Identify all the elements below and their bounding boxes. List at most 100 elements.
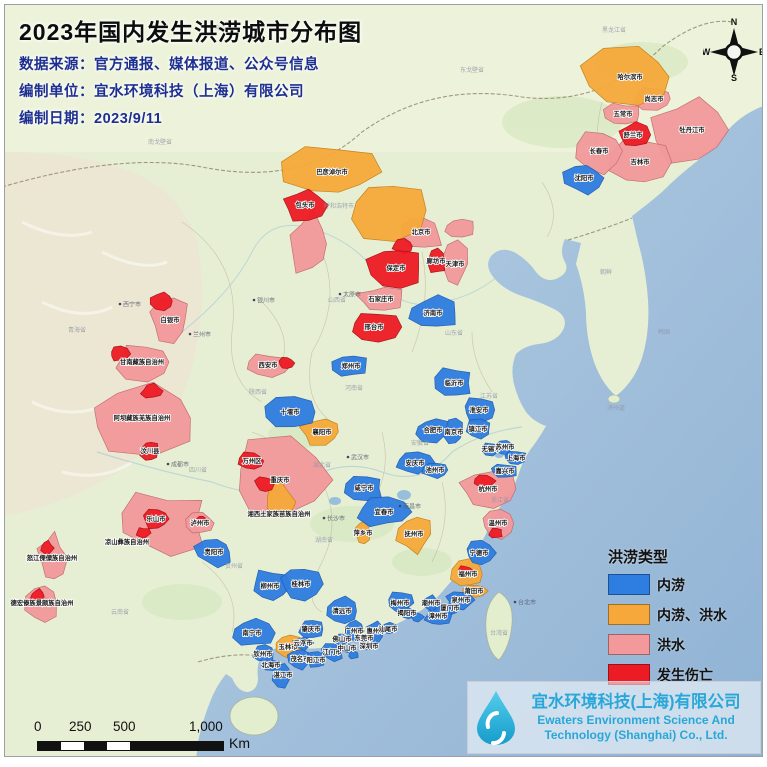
flood-region-深圳市 xyxy=(363,641,376,651)
flood-region-阿坝红 xyxy=(139,382,164,399)
legend-label-nh: 内涝、洪水 xyxy=(657,606,727,623)
flood-region-湛江市 xyxy=(271,662,293,689)
legend-label-sw: 发生伤亡 xyxy=(657,666,713,683)
flood-region-label: 潮州市 xyxy=(422,598,442,607)
flood-region-label: 临沂市 xyxy=(445,378,465,387)
scale-bar: 0 250 500 1,000 Km xyxy=(23,719,273,756)
flood-region-label: 镇江市 xyxy=(469,424,489,433)
flood-region-label: 五常市 xyxy=(614,109,634,118)
flood-region-label: 凉山彝族自治州 xyxy=(105,537,149,546)
flood-region-德宏红 xyxy=(29,588,45,603)
flood-region-温州红 xyxy=(488,528,503,539)
flood-region-镇江市 xyxy=(465,418,491,440)
flood-region-label: 厦门市 xyxy=(440,603,461,612)
flood-region-label: 泸州市 xyxy=(191,518,211,527)
compass-rose: N S W E xyxy=(703,17,762,83)
flood-region-label: 玉林市 xyxy=(279,642,299,651)
flood-region-label: 乐山市 xyxy=(147,514,167,523)
legend-item-hs: 洪水 xyxy=(608,634,727,655)
basemap-label: 济州道 xyxy=(607,404,625,412)
scale-tick-0: 0 xyxy=(34,719,42,734)
flood-region-清远市 xyxy=(326,595,357,625)
compile-unit-line: 编制单位：宜水环境科技（上海）有限公司 xyxy=(19,84,304,100)
flood-region-揭阳市 xyxy=(399,605,414,619)
flood-region-廊坊市 xyxy=(427,247,446,273)
legend-label-hs: 洪水 xyxy=(657,636,685,653)
basemap-label: 陕西省 xyxy=(249,388,267,396)
flood-region-label: 南京市 xyxy=(445,427,465,436)
basemap-label: 浙江省 xyxy=(491,496,509,504)
flood-region-南京市 xyxy=(443,417,463,445)
basemap-label: 四川省 xyxy=(189,466,207,474)
flood-region-南宁市 xyxy=(232,617,276,646)
scale-bar-segment xyxy=(130,742,223,750)
flood-region-重庆市 xyxy=(239,435,334,516)
flood-region-哈尔滨市 xyxy=(579,45,670,106)
compass-n: N xyxy=(731,17,738,27)
flood-region-呼和浩特市 xyxy=(351,185,427,242)
flood-region-阳江市 xyxy=(304,651,325,668)
flood-region-淮安市 xyxy=(464,397,496,423)
flood-region-巴彦淖尔市 xyxy=(281,146,383,193)
flood-region-label: 甘南藏族自治州 xyxy=(120,357,164,366)
city-point-label: 银川市 xyxy=(257,297,275,305)
city-point xyxy=(252,298,256,302)
flood-region-label: 长春市 xyxy=(590,146,610,155)
city-point xyxy=(338,292,342,296)
city-point-label: 台北市 xyxy=(518,599,536,607)
flood-region-label: 池州市 xyxy=(426,465,446,474)
flood-region-鄂尔多斯市 xyxy=(289,209,327,274)
flood-region-甘南红 xyxy=(111,345,132,362)
flood-region-label: 莆田市 xyxy=(465,586,485,595)
city-point-label: 太原市 xyxy=(343,291,361,299)
flood-region-label: 东莞市 xyxy=(355,633,375,642)
flood-region-label: 廊坊市 xyxy=(427,256,447,265)
water-drop-icon xyxy=(477,690,515,745)
flood-region-桂林市 xyxy=(280,569,324,602)
city-point xyxy=(346,455,350,459)
flood-region-label: 嘉兴市 xyxy=(495,466,516,475)
flood-region-label: 萍乡市 xyxy=(354,528,374,537)
flood-region-上海市 xyxy=(504,450,527,465)
basemap-label: 河南省 xyxy=(345,384,363,392)
flood-region-东莞市 xyxy=(357,633,370,643)
flood-region-label: 石家庄市 xyxy=(367,294,394,303)
flood-region-汕尾市 xyxy=(378,621,397,635)
flood-regions-layer xyxy=(24,45,730,689)
city-point-label: 南昌市 xyxy=(403,503,421,511)
flood-region-万州区 xyxy=(237,451,265,470)
company-name: 宜水环境科技(上海)有限公司 Ewaters Environment Scien… xyxy=(518,692,754,743)
flood-region-十堰市 xyxy=(264,396,316,428)
city-point xyxy=(118,302,122,306)
flood-region-西安红 xyxy=(278,356,296,369)
flood-region-label: 清远市 xyxy=(333,606,353,615)
flood-region-label: 合肥市 xyxy=(423,425,444,434)
flood-region-珠海市 xyxy=(348,650,359,660)
basemap-label: 山东省 xyxy=(445,329,463,337)
scale-bar-segment xyxy=(107,742,130,750)
company-name-cn: 宜水环境科技(上海)有限公司 xyxy=(531,693,741,712)
flood-region-合肥市 xyxy=(415,418,450,444)
legend-title: 洪涝类型 xyxy=(608,549,669,566)
flood-region-label: 柳州市 xyxy=(261,581,281,590)
flood-region-label: 佛山市 xyxy=(332,634,353,643)
flood-region-保定市 xyxy=(365,250,419,289)
city-point xyxy=(398,504,402,508)
flood-region-label: 重庆市 xyxy=(271,475,291,484)
flood-region-label: 北京市 xyxy=(412,227,432,236)
flood-region-五常市 xyxy=(603,102,640,125)
flood-region-label: 淮安市 xyxy=(470,405,490,414)
city-point-label: 成都市 xyxy=(171,461,189,469)
flood-region-label: 哈尔滨市 xyxy=(617,72,643,81)
company-logo-box: 宜水环境科技(上海)有限公司 Ewaters Environment Scien… xyxy=(467,681,761,754)
basemap-label: 南戈壁省 xyxy=(148,138,172,146)
title-block: 2023年国内发生洪涝城市分布图 数据来源：官方通报、媒体报道、公众号信息 编制… xyxy=(19,13,362,128)
flood-region-label: 茂名市 xyxy=(290,654,311,663)
basemap-label: 东戈壁省 xyxy=(460,66,484,74)
flood-region-济南市 xyxy=(408,294,456,327)
flood-region-label: 德宏傣族景颇族自治州 xyxy=(11,598,74,607)
flood-region-label: 包头市 xyxy=(296,200,316,209)
basemap-label: 中央省 xyxy=(208,24,226,32)
